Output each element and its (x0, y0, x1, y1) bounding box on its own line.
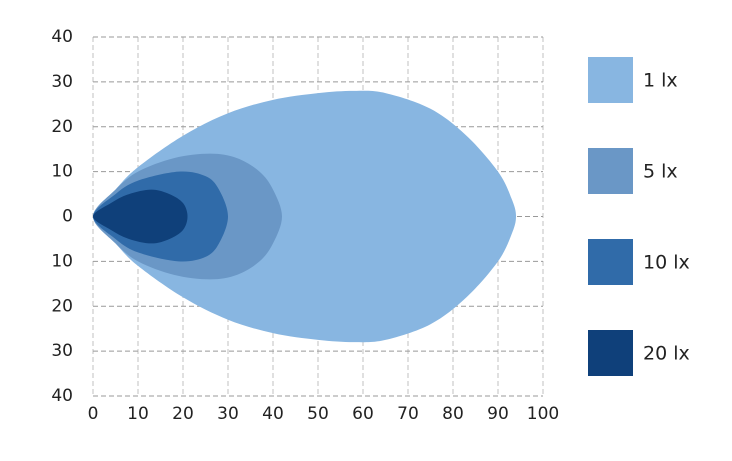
y-tick-label: 30 (51, 72, 73, 92)
x-tick-label: 60 (352, 404, 374, 424)
x-tick-label: 50 (307, 404, 329, 424)
y-tick-label: 0 (62, 207, 73, 227)
legend-label: 5 lx (643, 161, 678, 183)
x-tick-label: 0 (88, 404, 99, 424)
x-tick-label: 90 (487, 404, 509, 424)
x-tick-label: 70 (397, 404, 419, 424)
y-tick-label: 10 (51, 162, 73, 182)
y-tick-label: 40 (51, 27, 73, 47)
x-tick-label: 100 (527, 404, 559, 424)
y-tick-label: 30 (51, 341, 73, 361)
legend-label: 1 lx (643, 70, 678, 92)
isolux-area (93, 90, 516, 343)
legend-swatch (588, 330, 633, 376)
isolux-area (93, 189, 188, 244)
legend-swatch (588, 148, 633, 194)
y-tick-label: 10 (51, 251, 73, 271)
legend-label: 20 lx (643, 343, 690, 365)
y-tick-label: 40 (51, 386, 73, 406)
legend-swatch (588, 57, 633, 103)
legend-swatch (588, 239, 633, 285)
x-tick-label: 40 (262, 404, 284, 424)
x-tick-label: 10 (127, 404, 149, 424)
y-tick-label: 20 (51, 296, 73, 316)
x-tick-label: 80 (442, 404, 464, 424)
y-tick-label: 20 (51, 117, 73, 137)
x-tick-label: 30 (217, 404, 239, 424)
x-tick-label: 20 (172, 404, 194, 424)
legend-label: 10 lx (643, 252, 690, 274)
